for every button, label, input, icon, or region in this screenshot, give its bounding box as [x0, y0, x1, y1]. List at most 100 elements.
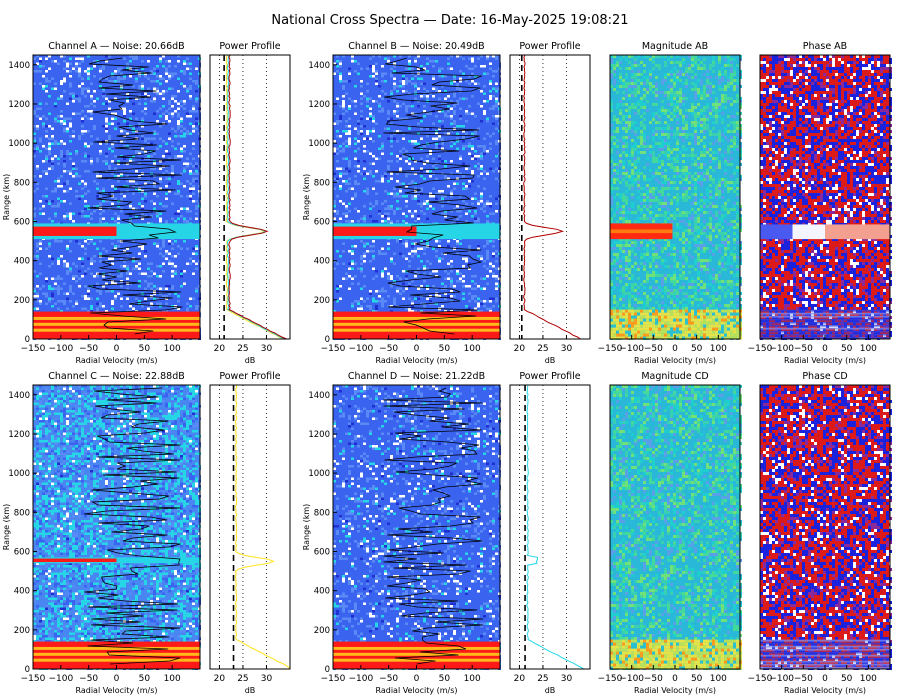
spectrum-cell: [348, 170, 351, 173]
spectrum-cell: [96, 108, 99, 111]
spectrum-cell: [381, 90, 384, 93]
spectrum-cell: [183, 270, 186, 273]
spectrum-cell: [120, 73, 123, 76]
spectrum-cell: [336, 73, 339, 76]
spectrum-cell: [453, 105, 456, 108]
spectrum-cell: [195, 165, 198, 168]
spectrum-cell: [66, 70, 69, 73]
spectrum-cell: [414, 75, 417, 78]
spectrum-cell: [72, 213, 75, 216]
spectrum-cell: [375, 143, 378, 146]
spectrum-cell: [75, 90, 78, 93]
spectrum-cell: [87, 215, 90, 218]
spectrum-cell: [438, 78, 441, 81]
spectrum-cell: [177, 78, 180, 81]
spectrum-cell: [108, 250, 111, 253]
spectrum-cell: [42, 65, 45, 68]
spectrum-cell: [366, 83, 369, 86]
spectrum-cell: [414, 85, 417, 88]
spectrum-cell: [45, 290, 48, 293]
spectrum-cell: [63, 103, 66, 106]
spectrum-cell: [54, 140, 57, 143]
spectrum-cell: [45, 133, 48, 136]
spectrum-cell: [336, 98, 339, 101]
spectrum-cell: [138, 285, 141, 288]
spectrum-cell: [42, 258, 45, 261]
spectrum-cell: [126, 305, 129, 308]
spectrum-cell: [42, 123, 45, 126]
spectrum-cell: [396, 68, 399, 71]
spectrum-cell: [84, 213, 87, 216]
spectrum-cell: [54, 288, 57, 291]
spectrum-cell: [183, 58, 186, 61]
spectrum-cell: [66, 178, 69, 181]
spectrum-cell: [120, 305, 123, 308]
spectrum-cell: [165, 220, 168, 223]
spectrum-cell: [489, 60, 492, 63]
spectrum-cell: [102, 120, 105, 123]
spectrum-cell: [177, 145, 180, 148]
spectrum-cell: [468, 140, 471, 143]
spectrum-cell: [402, 83, 405, 86]
spectrum-cell: [189, 240, 192, 243]
spectrum-cell: [108, 163, 111, 166]
spectrum-cell: [195, 293, 198, 296]
spectrum-cell: [468, 158, 471, 161]
spectrum-cell: [129, 260, 132, 263]
spectrum-cell: [492, 133, 495, 136]
spectrum-cell: [357, 73, 360, 76]
spectrum-cell: [75, 280, 78, 283]
spectrum-cell: [84, 218, 87, 221]
spectrum-cell: [492, 123, 495, 126]
spectrum-cell: [486, 88, 489, 91]
spectrum-cell: [138, 308, 141, 311]
spectrum-cell: [42, 250, 45, 253]
spectrum-cell: [177, 113, 180, 116]
spectrum-cell: [108, 290, 111, 293]
spectrum-cell: [489, 68, 492, 71]
spectrum-cell: [414, 155, 417, 158]
spectrum-cell: [483, 145, 486, 148]
spectrum-cell: [387, 168, 390, 171]
spectrum-cell: [486, 150, 489, 153]
spectrum-cell: [453, 95, 456, 98]
spectrum-cell: [441, 138, 444, 141]
spectrum-cell: [189, 305, 192, 308]
spectrum-cell: [375, 100, 378, 103]
spectrum-cell: [132, 115, 135, 118]
spectrum-cell: [162, 220, 165, 223]
spectrum-cell: [360, 125, 363, 128]
spectrum-cell: [183, 115, 186, 118]
spectrum-cell: [42, 185, 45, 188]
spectrum-cell: [69, 68, 72, 71]
spectrum-cell: [57, 253, 60, 256]
spectrum-cell: [141, 205, 144, 208]
spectrum-cell: [96, 173, 99, 176]
spectrum-cell: [69, 280, 72, 283]
spectrum-cell: [84, 183, 87, 186]
spectrum-cell: [75, 290, 78, 293]
spectrum-cell: [66, 200, 69, 203]
spectrum-cell: [36, 255, 39, 258]
spectrum-cell: [150, 83, 153, 86]
spectrum-cell: [381, 73, 384, 76]
spectrum-cell: [360, 60, 363, 63]
spectrum-cell: [354, 125, 357, 128]
spectrum-cell: [93, 115, 96, 118]
spectrum-cell: [51, 158, 54, 161]
spectrum-cell: [129, 195, 132, 198]
spectrum-cell: [150, 270, 153, 273]
spectrum-cell: [45, 280, 48, 283]
spectrum-cell: [459, 150, 462, 153]
spectrum-cell: [168, 73, 171, 76]
spectrum-cell: [51, 305, 54, 308]
spectrum-cell: [375, 115, 378, 118]
spectrum-cell: [141, 283, 144, 286]
spectrum-cell: [426, 155, 429, 158]
spectrum-cell: [357, 68, 360, 71]
spectrum-cell: [114, 243, 117, 246]
spectrum-cell: [492, 75, 495, 78]
spectrum-cell: [114, 245, 117, 248]
spectrum-cell: [87, 145, 90, 148]
spectrum-cell: [66, 220, 69, 223]
